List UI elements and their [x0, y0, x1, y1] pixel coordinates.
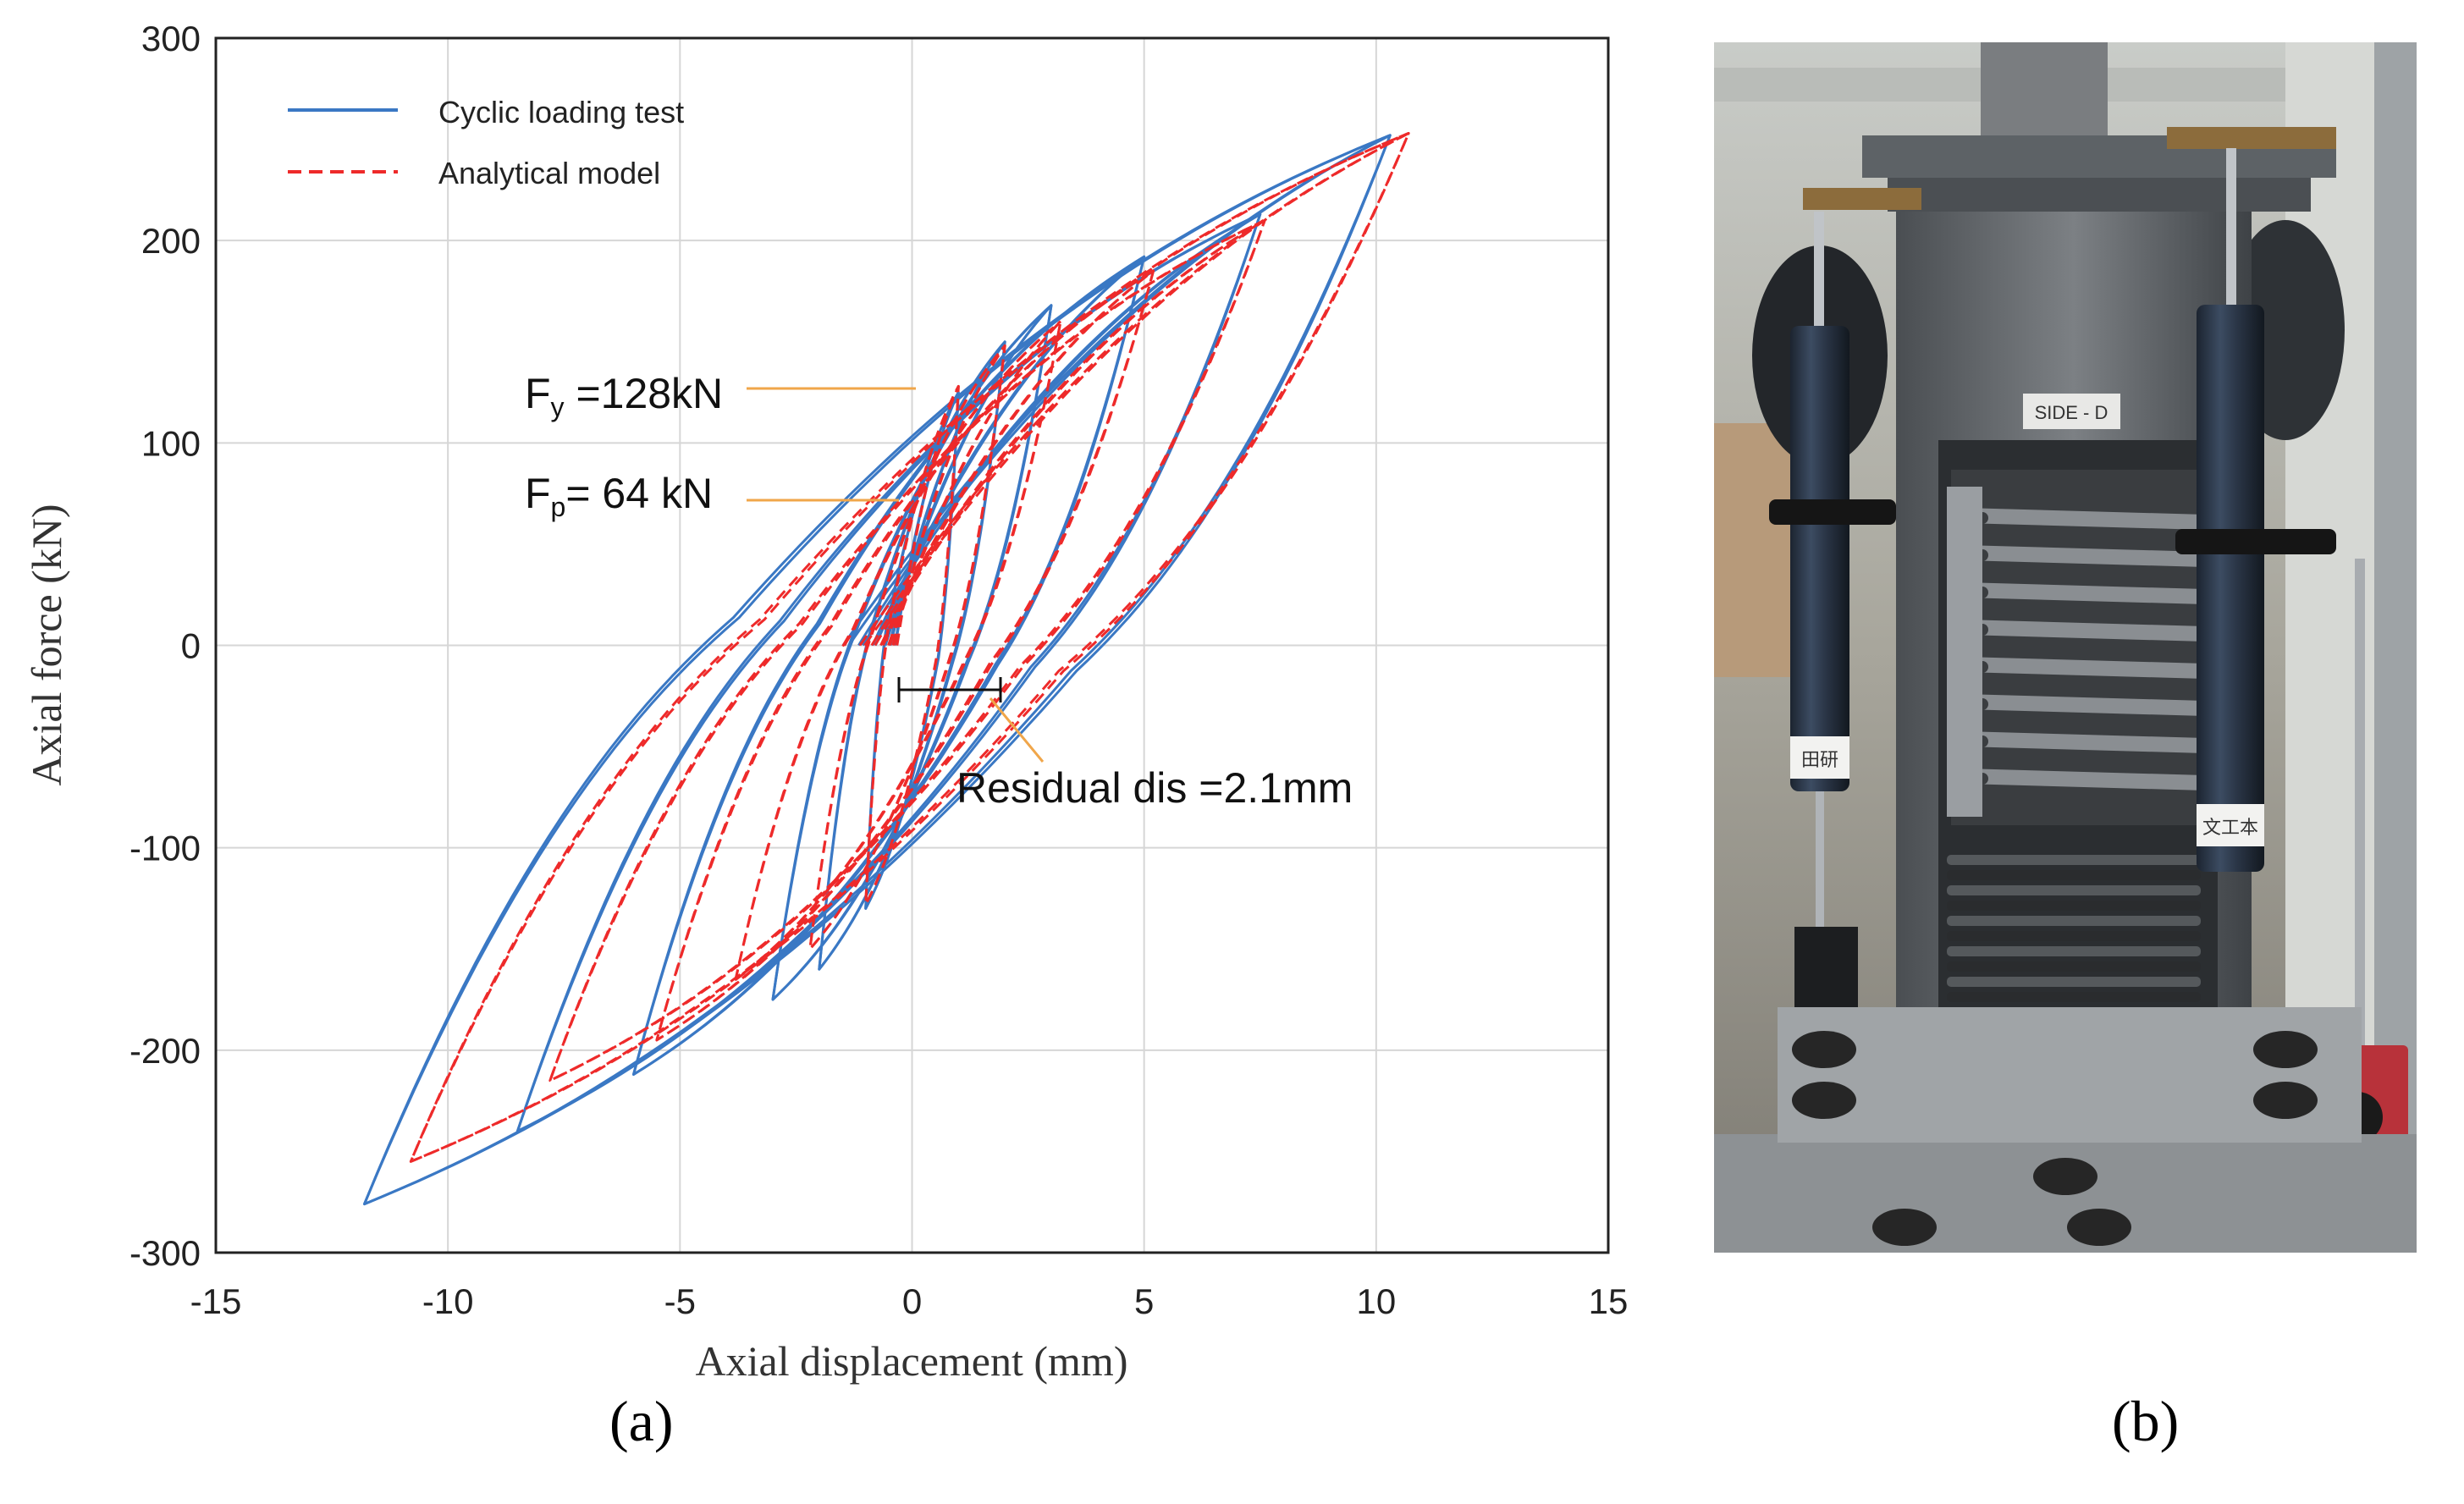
- photo-side-sticker: [2023, 394, 2120, 429]
- plot-frame: [214, 36, 1610, 1254]
- photo-disc: [1947, 916, 2201, 926]
- y-tick-labels: -300 -200 -100 0 100 200 300: [130, 19, 201, 1273]
- photo-pillar-right: [2374, 42, 2417, 1143]
- curves: [363, 131, 1410, 1206]
- photo-clamp-right: [2175, 529, 2336, 554]
- photo-lvdt-left-rod: [1814, 212, 1824, 326]
- photo-left-block: [1794, 927, 1858, 1020]
- photo-lvdt-left-tag: [1790, 736, 1849, 779]
- photo-slat: [1964, 731, 2205, 753]
- photo-slat: [1964, 694, 2205, 716]
- photo-lvdt-right-rod: [2226, 148, 2236, 305]
- annotation-fy: Fy =128kN: [525, 370, 916, 422]
- y-tick-label: -300: [130, 1233, 201, 1273]
- x-axis-label: Axial displacement (mm): [696, 1337, 1128, 1385]
- x-tick-labels: -15 -10 -5 0 5 10 15: [190, 1281, 1629, 1321]
- photo-inner-window: [1951, 470, 2205, 825]
- photo-disc: [1947, 885, 2201, 895]
- photo-lvdt-right-tag: [2197, 804, 2264, 846]
- photo-disc: [1947, 992, 2201, 1002]
- photo-bolt: [2253, 1082, 2318, 1119]
- hysteresis-loop: [734, 320, 1062, 981]
- annotation-fp: Fp= 64 kN: [525, 470, 899, 522]
- photo-slat: [1964, 657, 2205, 679]
- y-tick-label: -200: [130, 1031, 201, 1071]
- photo-slat: [1964, 620, 2205, 642]
- fy-label: Fy =128kN: [525, 370, 723, 422]
- hysteresis-loop: [515, 212, 1262, 1132]
- photo-slat: [1964, 769, 2205, 791]
- legend-label-test: Cyclic loading test: [438, 95, 684, 129]
- y-tick-label: 200: [141, 221, 201, 261]
- photo-slat: [1964, 582, 2205, 604]
- photo-slat: [1964, 545, 2205, 567]
- x-tick-label: 5: [1134, 1281, 1154, 1321]
- residual-leader-line: [989, 697, 1045, 763]
- x-tick-label: 10: [1356, 1281, 1396, 1321]
- photo-bolt: [2067, 1209, 2131, 1246]
- x-tick-label: -15: [190, 1281, 242, 1321]
- photo-disc: [1947, 855, 2201, 865]
- photo-lvdt-right: [2197, 305, 2264, 872]
- photo-disc: [1947, 901, 2201, 911]
- photo-disc: [1947, 961, 2201, 972]
- photo-base-plate-top: [1778, 1007, 2362, 1143]
- hysteresis-loop: [409, 131, 1410, 1163]
- x-tick-label: -10: [422, 1281, 474, 1321]
- photo-damper-slats: [1947, 487, 2205, 817]
- fp-label: Fp= 64 kN: [525, 470, 713, 522]
- photo-bolts: [1792, 1031, 2318, 1246]
- photo-disc-springs: [1947, 855, 2201, 1017]
- photo-stand-rod: [2355, 559, 2365, 1049]
- hysteresis-loop: [363, 134, 1392, 1206]
- photo-disc: [1947, 870, 2201, 880]
- photo-disc: [1947, 946, 2201, 956]
- hysteresis-loop: [548, 218, 1266, 1083]
- y-tick-label: 300: [141, 19, 201, 58]
- hysteresis-chart: -15 -10 -5 0 5 10 15 -300 -200 -100 0 100 200 300 Ax…: [23, 19, 1628, 1385]
- test-setup-photo: SIDE - D 田研 文工本: [1714, 42, 2417, 1253]
- photo-top-column: [1981, 42, 2108, 135]
- y-axis-label: Axial force (kN): [23, 504, 70, 785]
- photo-bolt: [1792, 1082, 1856, 1119]
- photo-clamp-left: [1769, 499, 1896, 525]
- x-tick-label: -5: [664, 1281, 696, 1321]
- photo-bracket-right: [2167, 127, 2336, 149]
- photo-lvdt-left-tag-text: 田研: [1801, 749, 1838, 770]
- photo-bracket-left: [1803, 188, 1921, 210]
- photo-slat: [1964, 508, 2205, 530]
- photo-slat-plate: [1947, 487, 1982, 817]
- photo-bolt: [2253, 1031, 2318, 1068]
- photo-bolt: [1872, 1209, 1937, 1246]
- photo-disc: [1947, 931, 2201, 941]
- annotation-residual: Residual dis =2.1mm: [897, 677, 1353, 812]
- hysteresis-loop: [808, 344, 1006, 950]
- photo-lvdt-left: [1790, 326, 1849, 791]
- photo-bolt: [1792, 1031, 1856, 1068]
- panel-label-a: (a): [609, 1389, 674, 1453]
- legend: Cyclic loading test Analytical model: [288, 95, 684, 190]
- photo-lvdt-left-rod-lower: [1816, 791, 1824, 927]
- x-tick-label: 0: [902, 1281, 922, 1321]
- series-analytical-model: [409, 131, 1410, 1163]
- x-tick-label: 15: [1589, 1281, 1629, 1321]
- residual-label: Residual dis =2.1mm: [956, 764, 1353, 812]
- grid-lines: [216, 38, 1608, 1253]
- y-tick-label: 100: [141, 423, 201, 463]
- y-tick-label: -100: [130, 829, 201, 868]
- hysteresis-loop: [771, 304, 1053, 1001]
- photo-disc: [1947, 977, 2201, 987]
- hysteresis-loop: [864, 384, 960, 906]
- legend-label-model: Analytical model: [438, 156, 660, 190]
- photo-side-sticker-text: SIDE - D: [2035, 402, 2108, 423]
- photo-top-plate-lower: [1888, 178, 2311, 212]
- photo-lvdt-right-tag-text: 文工本: [2202, 817, 2258, 838]
- panel-label-b: (b): [2112, 1389, 2180, 1453]
- y-tick-label: 0: [181, 626, 201, 666]
- photo-bolt: [2033, 1158, 2097, 1195]
